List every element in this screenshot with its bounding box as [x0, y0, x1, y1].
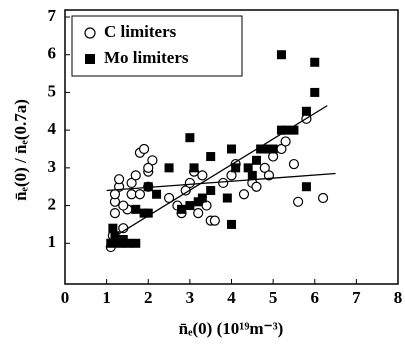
c-point — [118, 200, 129, 211]
mo-point — [231, 163, 241, 173]
fit-line — [106, 172, 336, 192]
x-axis-label: n̄ₑ(0) (10¹⁹m⁻³) — [179, 319, 284, 338]
mo-point — [197, 193, 207, 203]
c-point — [259, 162, 270, 173]
legend-marker — [84, 27, 96, 39]
mo-point — [189, 163, 199, 173]
x-tick-label: 8 — [394, 288, 403, 307]
mo-point — [227, 219, 236, 229]
mo-point — [106, 238, 116, 248]
x-tick-label: 5 — [269, 288, 278, 307]
c-point — [238, 189, 250, 200]
mo-point — [177, 204, 187, 214]
x-tick-label: 7 — [352, 288, 361, 307]
mo-point — [243, 163, 253, 173]
c-point — [126, 177, 137, 189]
mo-point — [131, 238, 141, 248]
mo-point — [301, 182, 311, 192]
y-tick-label: 1 — [48, 232, 57, 251]
c-point — [184, 177, 195, 189]
x-tick-label: 3 — [186, 288, 195, 307]
fit-line — [106, 105, 328, 242]
y-tick-label: 6 — [48, 44, 57, 63]
mo-point — [289, 125, 299, 135]
c-point — [109, 208, 121, 219]
c-point — [138, 143, 150, 155]
c-point — [143, 162, 154, 173]
legend-marker — [85, 54, 95, 64]
mo-point — [310, 87, 320, 97]
legend-label: C limiters — [104, 22, 177, 41]
mo-point — [131, 204, 141, 214]
mo-point — [206, 152, 216, 162]
c-point — [193, 208, 204, 219]
c-point — [251, 181, 262, 192]
x-tick-label: 1 — [102, 288, 111, 307]
mo-point — [108, 223, 118, 233]
mo-point — [185, 201, 195, 211]
c-point — [197, 170, 208, 181]
c-point — [218, 177, 229, 189]
c-point — [209, 215, 220, 226]
mo-point — [122, 238, 132, 248]
mo-point — [301, 106, 311, 116]
c-point — [147, 155, 158, 166]
mo-point — [247, 170, 257, 180]
y-tick-label: 2 — [48, 194, 57, 213]
x-tick-label: 0 — [61, 288, 70, 307]
mo-point — [222, 193, 232, 203]
y-tick-label: 7 — [48, 6, 57, 25]
c-point — [126, 189, 137, 200]
c-point — [130, 170, 141, 181]
x-tick-label: 2 — [144, 288, 153, 307]
y-tick-label: 5 — [48, 81, 57, 100]
mo-point — [143, 182, 153, 192]
x-tick-label: 4 — [227, 288, 236, 307]
mo-point — [260, 144, 270, 154]
legend-box — [71, 15, 243, 77]
legend-label: Mo limiters — [104, 48, 189, 67]
mo-point — [281, 125, 291, 135]
mo-point — [227, 144, 236, 154]
x-tick-label: 6 — [311, 288, 320, 307]
mo-point — [276, 50, 286, 60]
mo-point — [143, 208, 153, 218]
c-point — [109, 189, 121, 200]
c-point — [114, 174, 125, 185]
y-axis-label: n̄ₑ(0) / n̄ₑ(0.7a) — [11, 99, 30, 201]
mo-point — [310, 57, 320, 67]
y-tick-label: 4 — [48, 119, 57, 138]
c-point — [317, 192, 329, 204]
mo-point — [251, 155, 261, 165]
mo-point — [185, 133, 195, 143]
mo-point — [268, 144, 278, 154]
mo-point — [164, 163, 174, 173]
mo-point — [152, 189, 162, 199]
c-point — [280, 136, 291, 147]
c-point — [293, 196, 304, 207]
mo-point — [206, 185, 216, 195]
c-point — [288, 158, 300, 170]
y-tick-label: 3 — [48, 157, 57, 176]
c-point — [134, 189, 146, 200]
